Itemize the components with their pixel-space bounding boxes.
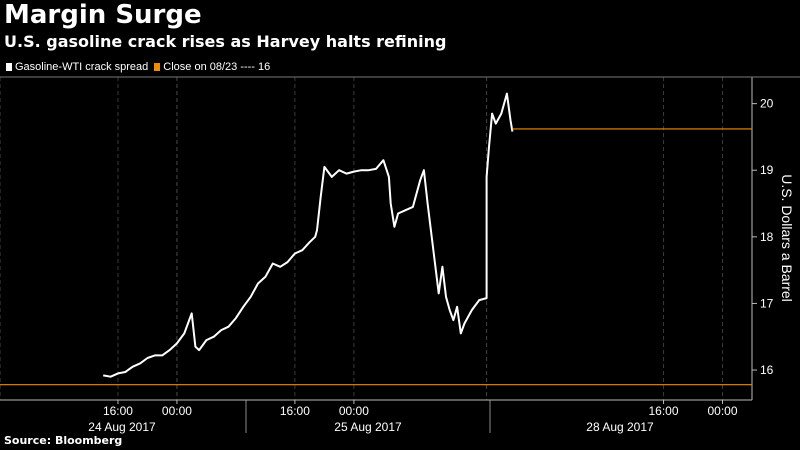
series-line — [103, 92, 514, 378]
x-day-label: 28 Aug 2017 — [586, 420, 654, 434]
x-tick-label: 00:00 — [707, 404, 737, 418]
x-tick-label: 16:00 — [649, 404, 679, 418]
x-day-label: 25 Aug 2017 — [334, 420, 402, 434]
axes — [0, 76, 800, 433]
grid-lines — [0, 77, 724, 400]
y-tick-label: 18 — [760, 230, 774, 244]
x-tick-label: 16:00 — [103, 404, 133, 418]
series-layer — [0, 92, 752, 386]
y-tick-label: 16 — [760, 363, 774, 377]
source-note: Source: Bloomberg — [4, 434, 123, 447]
y-axis-label: U.S. Dollars a Barrel — [779, 174, 795, 302]
legend-label: Close on 08/23 ---- 16 — [163, 61, 271, 73]
legend-swatch-white — [6, 63, 12, 71]
x-tick-label: 00:00 — [339, 404, 369, 418]
chart-subtitle: U.S. gasoline crack rises as Harvey halt… — [4, 32, 447, 51]
legend-item-crack-spread: Gasoline-WTI crack spread — [6, 61, 148, 73]
y-tick-label: 19 — [760, 163, 774, 177]
legend-swatch-orange — [154, 63, 161, 71]
y-tick-label: 20 — [760, 97, 774, 111]
chart-legend: Gasoline-WTI crack spread Close on 08/23… — [6, 61, 270, 73]
legend-item-close-line: Close on 08/23 ---- 16 — [154, 61, 270, 73]
tick-labels: 16 17 18 19 20 U.S. Dollars a Barrel 16:00 00:0… — [88, 97, 795, 434]
x-tick-label: 16:00 — [280, 404, 310, 418]
legend-label: Gasoline-WTI crack spread — [15, 61, 149, 73]
chart-title: Margin Surge — [4, 0, 202, 30]
x-day-label: 24 Aug 2017 — [88, 420, 156, 434]
x-tick-label: 00:00 — [162, 404, 192, 418]
y-tick-label: 17 — [760, 296, 774, 310]
